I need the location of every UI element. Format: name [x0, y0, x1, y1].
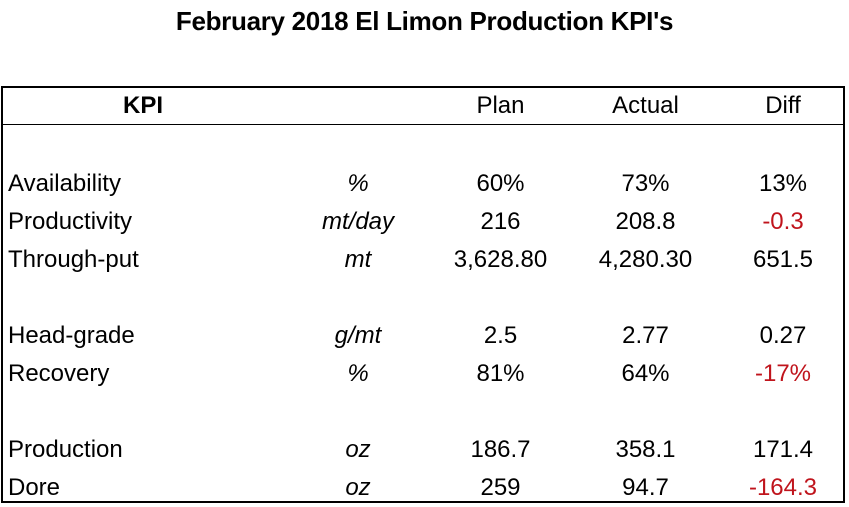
row-diff-value: 651.5 — [752, 246, 814, 273]
row-kpi-label: Productivity — [8, 208, 133, 235]
header-actual: Actual — [612, 92, 679, 119]
row-actual-value: 2.77 — [622, 322, 669, 349]
row-unit: % — [347, 170, 369, 197]
row-plan-value: 3,628.80 — [453, 246, 548, 273]
row-kpi-label: Dore — [8, 474, 61, 501]
row-actual-value: 64% — [621, 360, 670, 387]
row-actual-value: 208.8 — [615, 208, 676, 235]
row-plan-value: 259 — [480, 474, 521, 501]
row-plan-value: 2.5 — [483, 322, 518, 349]
row-diff-value: -0.3 — [762, 208, 804, 235]
row-plan-value: 81% — [476, 360, 525, 387]
kpi-table: KPI Plan Actual Diff Availability% 60% 73%… — [1, 86, 845, 503]
row-actual-value: 4,280.30 — [598, 246, 693, 273]
row-unit: % — [347, 360, 369, 387]
row-plan-value: 186.7 — [470, 436, 531, 463]
row-unit: mt/day — [321, 208, 395, 235]
header-plan: Plan — [476, 92, 525, 119]
row-diff-value: -164.3 — [748, 474, 818, 501]
row-actual-value: 73% — [621, 170, 670, 197]
page-title: February 2018 El Limon Production KPI's — [175, 6, 674, 36]
row-plan-value: 60% — [476, 170, 525, 197]
row-unit: g/mt — [334, 322, 382, 349]
row-diff-value: -17% — [754, 360, 812, 387]
row-kpi-label: Production — [8, 436, 123, 463]
row-kpi-label: Availability — [8, 170, 121, 197]
row-actual-value: 358.1 — [615, 436, 676, 463]
row-diff-value: 13% — [758, 170, 808, 197]
header-kpi: KPI — [123, 92, 164, 119]
row-unit: mt — [344, 246, 372, 273]
row-diff-value: 0.27 — [759, 322, 807, 349]
row-kpi-label: Recovery — [8, 360, 110, 387]
row-unit: oz — [345, 474, 371, 501]
row-unit: oz — [345, 436, 371, 463]
row-kpi-label: Through-put — [8, 246, 139, 273]
row-plan-value: 216 — [480, 208, 521, 235]
row-kpi-label: Head-grade — [8, 322, 135, 349]
row-actual-value: 94.7 — [622, 474, 669, 501]
row-diff-value: 171.4 — [752, 436, 814, 463]
header-divider — [3, 124, 843, 125]
header-diff: Diff — [765, 92, 801, 119]
